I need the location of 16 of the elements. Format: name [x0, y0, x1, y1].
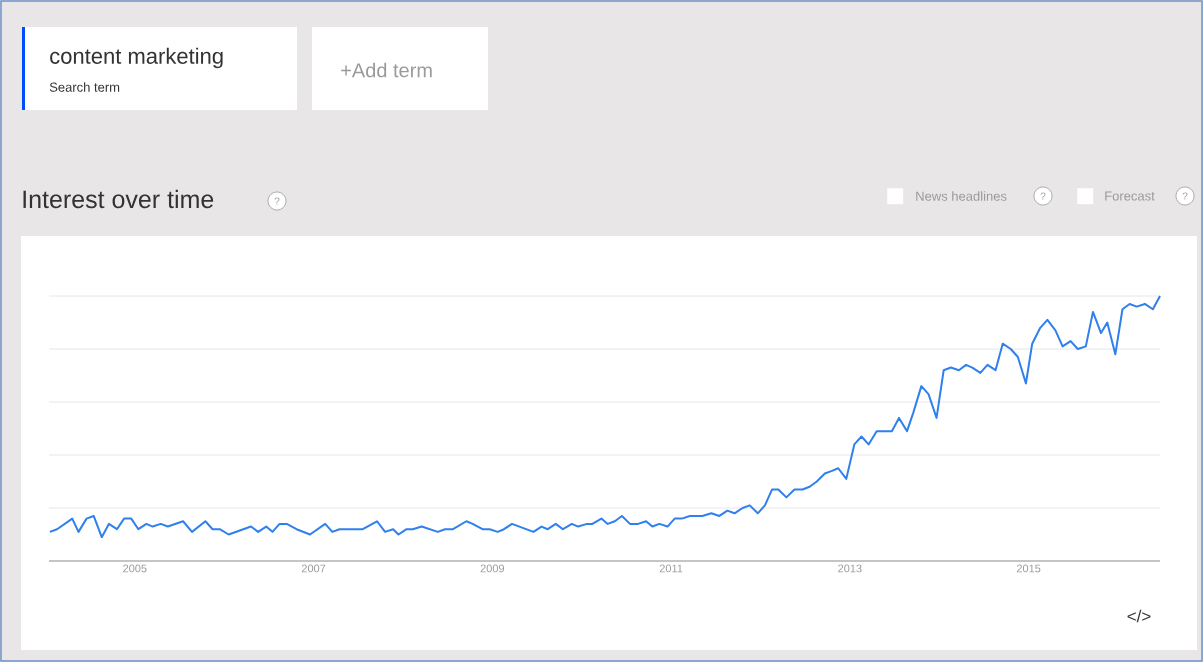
x-tick-label: 2013 — [838, 564, 862, 573]
x-tick-label: 2009 — [480, 564, 505, 573]
text: ? — [274, 197, 280, 205]
text: +Add term — [341, 62, 432, 78]
text: content marketing — [50, 47, 223, 69]
x-tick-label: 2007 — [301, 564, 326, 573]
x-tick-label: 2015 — [1016, 564, 1041, 573]
chart-title: Interest over time — [23, 189, 214, 209]
x-tick-label: 2011 — [659, 564, 683, 573]
text: ? — [1182, 192, 1188, 200]
text: </> — [1127, 609, 1151, 623]
text: Search term — [49, 82, 120, 92]
text: News headlines — [916, 191, 1007, 201]
x-tick-label: 2005 — [123, 564, 147, 573]
text: ? — [1040, 192, 1046, 200]
text: Forecast — [1105, 191, 1155, 201]
